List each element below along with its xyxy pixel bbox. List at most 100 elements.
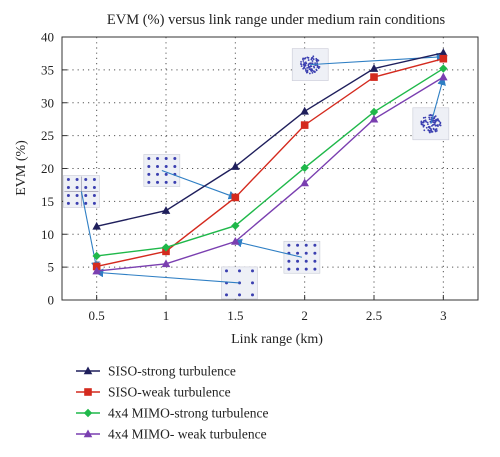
inset-point <box>304 267 308 271</box>
inset-point <box>435 129 438 132</box>
data-point <box>92 262 101 271</box>
inset-background <box>291 48 329 81</box>
inset-point <box>304 63 307 65</box>
y-tick-label: 40 <box>41 30 54 45</box>
inset-point <box>304 57 307 59</box>
inset-point <box>164 156 168 160</box>
data-point <box>300 163 309 173</box>
inset-point <box>429 114 432 116</box>
legend-label: SISO-weak turbulence <box>108 385 231 400</box>
data-point <box>231 162 240 170</box>
data-point <box>369 114 379 123</box>
inset-point <box>84 178 88 182</box>
inset-point <box>156 180 160 184</box>
inset-point <box>428 118 431 121</box>
annotation-arrow <box>430 76 446 124</box>
y-tick-label: 5 <box>48 260 55 275</box>
legend-item-3: 4x4 MIMO-strong turbulence <box>76 406 268 421</box>
legend-label: 4x4 MIMO- weak turbulence <box>108 427 267 442</box>
inset-point <box>308 68 311 71</box>
data-point <box>161 206 171 214</box>
inset-point <box>312 55 315 58</box>
inset-point <box>287 267 291 271</box>
series-line <box>96 67 444 257</box>
inset-point <box>164 164 168 168</box>
inset-point <box>304 70 307 72</box>
legend-label: SISO-strong turbulence <box>108 364 236 379</box>
inset-point <box>164 172 168 176</box>
inset-point <box>317 67 320 70</box>
inset-point <box>313 259 317 263</box>
inset-point <box>315 59 318 62</box>
inset-point <box>420 121 423 124</box>
inset-point <box>304 243 308 247</box>
data-point <box>231 221 240 230</box>
data-point <box>439 48 448 57</box>
inset-point <box>434 128 437 131</box>
series-1 <box>92 48 448 230</box>
inset-point <box>429 127 431 130</box>
inset-point <box>311 60 314 62</box>
inset-point <box>84 201 88 205</box>
x-axis-label: Link range (km) <box>231 332 323 347</box>
inset-point <box>75 185 79 189</box>
inset-point <box>300 65 303 68</box>
inset-point <box>224 293 228 297</box>
inset-point <box>75 201 79 205</box>
y-tick-label: 10 <box>41 227 54 242</box>
series-line <box>96 76 444 272</box>
inset-point <box>428 116 431 119</box>
inset-point <box>66 201 70 205</box>
inset-point <box>422 121 425 124</box>
inset-point <box>147 172 151 176</box>
inset-point <box>307 64 310 67</box>
inset-point <box>311 69 314 72</box>
inset-point <box>311 62 314 65</box>
inset-point <box>237 269 241 273</box>
inset-point <box>224 269 228 273</box>
constellation-inset-2 <box>143 154 181 187</box>
data-point <box>92 266 101 275</box>
constellation-inset-3 <box>221 266 258 300</box>
inset-point <box>66 193 70 197</box>
inset-point <box>92 178 96 182</box>
inset-point <box>422 124 425 127</box>
data-point <box>231 236 240 245</box>
inset-point <box>420 123 423 126</box>
inset-point <box>313 243 317 247</box>
inset-point <box>430 129 433 132</box>
inset-point <box>75 193 79 197</box>
x-tick-label: 1.5 <box>227 308 243 323</box>
inset-point <box>75 178 79 182</box>
inset-point <box>250 269 254 273</box>
inset-point <box>173 156 177 160</box>
inset-point <box>433 123 436 126</box>
series-line <box>96 52 444 228</box>
inset-point <box>313 251 317 255</box>
inset-point <box>425 126 428 129</box>
inset-point <box>287 243 291 247</box>
legend-marker <box>83 366 93 375</box>
data-point <box>231 193 240 202</box>
x-tick-label: 1 <box>163 308 170 323</box>
inset-point <box>312 58 315 61</box>
series-4 <box>92 72 448 275</box>
y-tick-label: 20 <box>41 161 54 176</box>
inset-point <box>313 267 317 271</box>
inset-point <box>307 56 310 59</box>
inset-point <box>92 185 96 189</box>
data-point <box>161 243 171 252</box>
inset-point <box>300 63 302 65</box>
data-point <box>370 73 378 81</box>
inset-point <box>287 259 291 263</box>
inset-point <box>66 185 70 189</box>
inset-point <box>84 185 88 189</box>
inset-point <box>432 121 435 124</box>
inset-point <box>439 122 442 125</box>
inset-point <box>164 180 168 184</box>
inset-point <box>84 193 88 197</box>
data-point <box>161 259 171 268</box>
inset-point <box>318 66 321 68</box>
